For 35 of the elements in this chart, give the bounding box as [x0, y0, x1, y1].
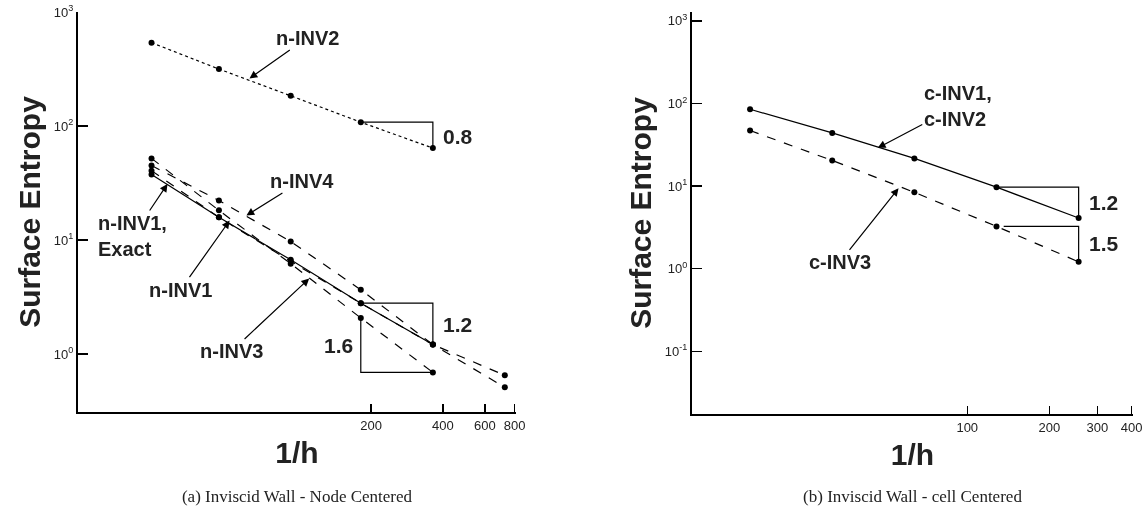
y-axis-title: Surface Entropy — [624, 96, 658, 329]
y-tick-label: 10$^{2}$ — [53, 117, 74, 134]
annotation: 0.8 — [443, 125, 473, 148]
y-tick-label: 10$^{-1}$ — [664, 342, 688, 359]
y-tick-label: 10$^{1}$ — [53, 231, 74, 248]
x-tick-label: 400 — [432, 417, 454, 433]
y-axis-title: Surface Entropy — [13, 95, 47, 328]
x-tick-label: 200 — [1038, 419, 1061, 435]
y-tick-label: 10$^{1}$ — [667, 177, 688, 194]
annotation: n-INV3 — [200, 340, 264, 362]
x-tick-label: 300 — [1086, 419, 1109, 435]
x-axis-title: 1/h — [275, 435, 319, 469]
annotation: c-INV3 — [809, 251, 872, 273]
x-axis-title: 1/h — [890, 437, 935, 471]
y-tick-label: 10$^{0}$ — [667, 259, 688, 277]
y-tick-label: 10$^{2}$ — [667, 94, 688, 112]
annotation: 1.5 — [1089, 232, 1119, 255]
annotation: n-INV2 — [276, 27, 340, 49]
x-tick-label: 800 — [503, 417, 526, 433]
annotation: c-INV1, c-INV2 — [924, 82, 992, 130]
annotation: n-INV1 — [149, 279, 213, 301]
y-tick-label: 10$^{3}$ — [667, 11, 688, 29]
x-tick-label: 400 — [1120, 419, 1143, 435]
text: (a) Inviscid Wall - Node Centered — [181, 486, 413, 506]
x-tick-label: 600 — [474, 417, 496, 433]
annotation: 1.2 — [443, 313, 473, 336]
annotation: n-INV1, Exact — [98, 212, 167, 260]
annotation: n-INV4 — [270, 170, 335, 192]
x-tick-label: 200 — [360, 417, 382, 433]
y-tick-label: 10$^{3}$ — [53, 3, 74, 20]
y-tick-label: 10$^{0}$ — [53, 345, 74, 362]
text: (b) Inviscid Wall - cell Centered — [803, 486, 1023, 506]
x-tick-label: 100 — [956, 419, 979, 435]
annotation: 1.6 — [324, 334, 354, 357]
annotation: 1.2 — [1089, 191, 1119, 214]
